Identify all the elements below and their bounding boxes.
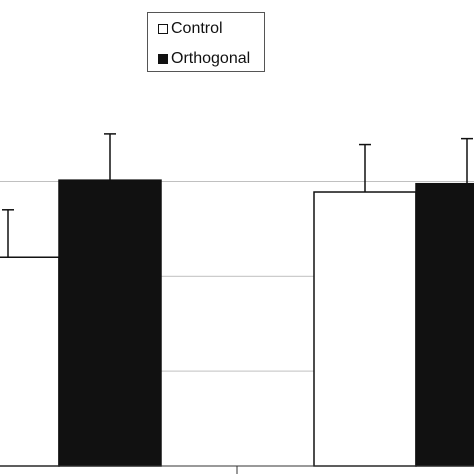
- error-bars: [2, 133, 473, 258]
- x-axis: [0, 465, 474, 474]
- legend: Control Orthogonal: [147, 12, 265, 72]
- bars: [0, 179, 474, 467]
- bar-orthogonal-1: [415, 182, 474, 467]
- bar-control-0: [0, 256, 60, 467]
- legend-item-control: Control: [158, 20, 223, 38]
- bar-control-1: [313, 191, 417, 467]
- legend-label-control: Control: [171, 20, 223, 37]
- legend-label-orthogonal: Orthogonal: [171, 50, 251, 67]
- legend-item-orthogonal: Orthogonal: [158, 50, 250, 68]
- legend-swatch-orthogonal: [158, 54, 168, 64]
- legend-swatch-control: [158, 24, 168, 34]
- bar-orthogonal-0: [58, 179, 162, 467]
